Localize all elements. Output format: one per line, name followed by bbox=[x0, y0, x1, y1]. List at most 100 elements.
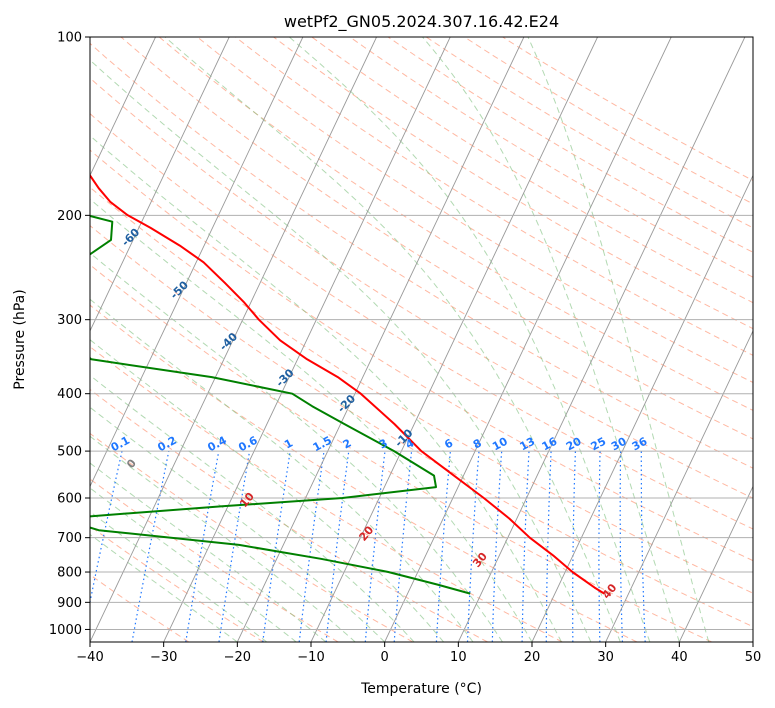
mixing-ratio-label: 36 bbox=[630, 435, 650, 454]
mixing-ratio-line bbox=[218, 450, 251, 642]
dry-adiabat-line bbox=[90, 525, 264, 642]
mixing-ratio-line bbox=[619, 451, 623, 642]
mixing-ratio-label: 13 bbox=[518, 435, 538, 454]
dry-adiabat-label: 10 bbox=[237, 490, 257, 510]
dry-adiabat-line bbox=[387, 37, 753, 253]
moist-adiabat-line bbox=[90, 59, 592, 642]
mixing-ratio-line bbox=[491, 451, 503, 642]
moist-adiabat-line bbox=[90, 511, 268, 642]
moist-adiabat-line bbox=[90, 339, 444, 642]
isotherm-label: -30 bbox=[273, 366, 296, 389]
isotherm-label: -40 bbox=[217, 330, 240, 353]
mixing-ratio-line bbox=[325, 451, 350, 642]
y-tick-label: 200 bbox=[57, 209, 82, 224]
dry-adiabat-line bbox=[235, 37, 753, 356]
isotherm-label: -60 bbox=[119, 226, 142, 249]
isotherm-line bbox=[384, 37, 672, 642]
mixing-ratio-label: 1 bbox=[282, 436, 295, 451]
mixing-ratio-line bbox=[640, 451, 646, 642]
y-tick-label: 600 bbox=[57, 492, 82, 507]
mixing-ratio-line bbox=[572, 451, 576, 642]
dry-adiabat-line bbox=[90, 574, 190, 642]
dry-adiabat-line bbox=[426, 37, 753, 229]
dry-adiabat-line bbox=[90, 224, 753, 628]
isotherm-line bbox=[0, 37, 8, 642]
mixing-ratio-line bbox=[521, 451, 530, 642]
mixing-ratio-label: 20 bbox=[564, 435, 584, 454]
isotherm-line bbox=[236, 37, 525, 642]
mixing-ratio-line bbox=[131, 450, 170, 642]
moist-adiabat-line bbox=[90, 533, 238, 642]
isotherm-label: -20 bbox=[335, 392, 358, 415]
x-tick-label: 50 bbox=[745, 650, 762, 665]
y-tick-label: 300 bbox=[57, 313, 82, 328]
x-tick-label: 20 bbox=[524, 650, 541, 665]
dry-adiabat-line bbox=[502, 37, 753, 182]
isotherm-line bbox=[90, 37, 304, 488]
x-tick-label: 10 bbox=[450, 650, 467, 665]
isotherm-line bbox=[90, 37, 377, 642]
dry-adiabat-line bbox=[196, 37, 753, 384]
y-tick-label: 500 bbox=[57, 445, 82, 460]
mixing-ratio-line bbox=[90, 450, 123, 605]
dry-adiabat-line bbox=[311, 37, 753, 304]
dry-adiabat-line bbox=[90, 113, 753, 530]
moist-adiabat-line bbox=[288, 37, 651, 642]
moist-adiabat-line bbox=[90, 435, 356, 642]
x-tick-label: 0 bbox=[381, 650, 389, 665]
dry-adiabat-line bbox=[90, 388, 488, 642]
mixing-ratio-label: 25 bbox=[589, 435, 609, 454]
mixing-ratio-label: 30 bbox=[609, 435, 629, 454]
dry-adiabat-line bbox=[90, 478, 339, 642]
dry-adiabat-line bbox=[90, 149, 753, 562]
mixing-ratio-line bbox=[298, 451, 325, 642]
dry-adiabat-line bbox=[349, 37, 753, 278]
moist-adiabat-line bbox=[90, 374, 415, 642]
x-tick-label: −40 bbox=[76, 650, 103, 665]
x-tick-label: −30 bbox=[150, 650, 177, 665]
dry-adiabat-label: 0 bbox=[124, 456, 139, 470]
x-tick-label: 30 bbox=[597, 650, 614, 665]
isotherm-line bbox=[752, 640, 753, 642]
moist-adiabat-line bbox=[164, 37, 621, 642]
moist-adiabat-line bbox=[90, 462, 327, 642]
moist-adiabat-line bbox=[527, 37, 710, 642]
y-axis-label: Pressure (hPa) bbox=[12, 289, 28, 389]
plot-frame bbox=[89, 36, 754, 643]
mixing-ratio-line bbox=[364, 451, 386, 642]
moist-adiabat-line bbox=[422, 37, 680, 642]
x-tick-label: −10 bbox=[297, 650, 324, 665]
dry-adiabat-line bbox=[464, 37, 753, 205]
moist-adiabat-line bbox=[90, 298, 474, 642]
mixing-ratio-line bbox=[466, 451, 480, 642]
isotherm-line bbox=[90, 37, 230, 332]
isotherm-line bbox=[605, 329, 753, 642]
isotherm-label: -50 bbox=[168, 278, 191, 301]
dry-adiabat-line bbox=[120, 37, 753, 440]
temperature-profile bbox=[90, 173, 605, 595]
moist-adiabat-line bbox=[90, 406, 386, 642]
dry-adiabat-line bbox=[90, 346, 563, 642]
mixing-ratio-label: 2 bbox=[341, 436, 354, 451]
y-tick-label: 700 bbox=[57, 531, 82, 546]
mixing-ratio-label: 3 bbox=[377, 436, 390, 451]
isotherm-line bbox=[90, 37, 156, 177]
mixing-ratio-label: 16 bbox=[540, 435, 560, 454]
x-axis-label: Temperature (°C) bbox=[360, 681, 482, 697]
mixing-ratio-line bbox=[393, 451, 413, 642]
isotherm-line bbox=[457, 37, 746, 642]
chart-title: wetPf2_GN05.2024.307.16.42.E24 bbox=[284, 12, 559, 32]
moist-adiabat-line bbox=[90, 252, 503, 642]
mixing-ratio-line bbox=[598, 451, 601, 642]
dry-adiabat-line bbox=[90, 42, 753, 469]
mixing-ratio-line bbox=[185, 450, 220, 642]
isotherm-line bbox=[678, 485, 753, 642]
mixing-ratio-line bbox=[435, 451, 451, 642]
isotherm-line bbox=[310, 37, 598, 642]
x-tick-label: −20 bbox=[224, 650, 251, 665]
dry-adiabat-line bbox=[90, 264, 712, 642]
dry-adiabat-line bbox=[90, 186, 753, 594]
dry-adiabat-label: 40 bbox=[600, 581, 620, 601]
